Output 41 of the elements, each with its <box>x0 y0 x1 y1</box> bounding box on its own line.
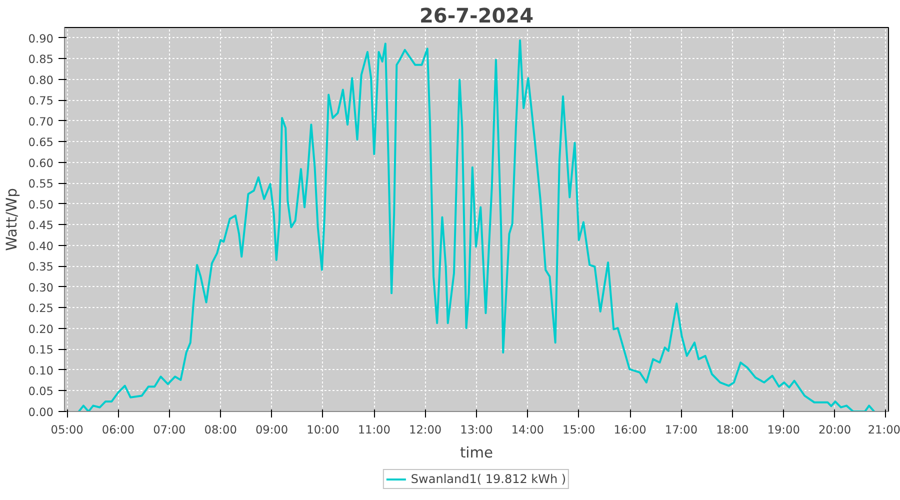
x-tick-label: 21:00 <box>868 422 900 436</box>
y-tick-label: 0.30 <box>28 280 54 294</box>
y-tick-label: 0.85 <box>28 52 54 66</box>
y-tick-label: 0.90 <box>28 31 54 46</box>
x-tick-label: 09:00 <box>255 422 288 436</box>
y-tick-label: 0.70 <box>28 114 54 128</box>
x-tick-label: 06:00 <box>102 422 135 436</box>
line-series <box>78 39 876 412</box>
y-tick-label: 0.00 <box>28 405 54 419</box>
y-tick-label: 0.40 <box>28 238 54 253</box>
chart-title: 26-7-2024 <box>419 4 534 28</box>
x-tick-label: 19:00 <box>767 422 800 436</box>
y-tick-label: 0.80 <box>28 72 54 87</box>
x-tick-label: 11:00 <box>358 422 390 436</box>
x-tick-label: 13:00 <box>460 422 493 436</box>
x-axis-title: time <box>460 444 494 462</box>
x-tick-label: 08:00 <box>204 422 237 436</box>
x-tick-label: 18:00 <box>716 422 749 436</box>
x-tick-label: 20:00 <box>818 422 852 436</box>
y-tick-label: 0.60 <box>28 156 54 170</box>
x-tick-label: 07:00 <box>153 422 186 436</box>
x-tick-label: 12:00 <box>408 422 442 436</box>
legend-label: Swanland1( 19.812 kWh ) <box>410 472 566 486</box>
y-tick-label: 0.35 <box>28 260 54 274</box>
y-tick-label: 0.15 <box>28 342 54 357</box>
y-axis-title: Watt/Wp <box>3 188 20 251</box>
y-tick-label: 0.45 <box>28 218 54 232</box>
y-tick-label: 0.75 <box>28 94 54 108</box>
x-tick-label: 15:00 <box>562 422 596 436</box>
y-tick-label: 0.65 <box>28 135 54 150</box>
y-tick-label: 0.55 <box>28 176 54 191</box>
x-tick-label: 10:00 <box>306 422 340 436</box>
x-tick-label: 17:00 <box>664 422 698 436</box>
x-tick-label: 16:00 <box>614 422 646 436</box>
x-tick-label: 14:00 <box>511 422 544 436</box>
y-tick-label: 0.05 <box>28 384 54 398</box>
y-tick-label: 0.10 <box>28 363 54 378</box>
y-tick-label: 0.20 <box>28 322 54 336</box>
x-tick-label: 05:00 <box>50 422 84 436</box>
y-tick-label: 0.50 <box>28 197 54 212</box>
y-tick-label: 0.25 <box>28 301 54 316</box>
